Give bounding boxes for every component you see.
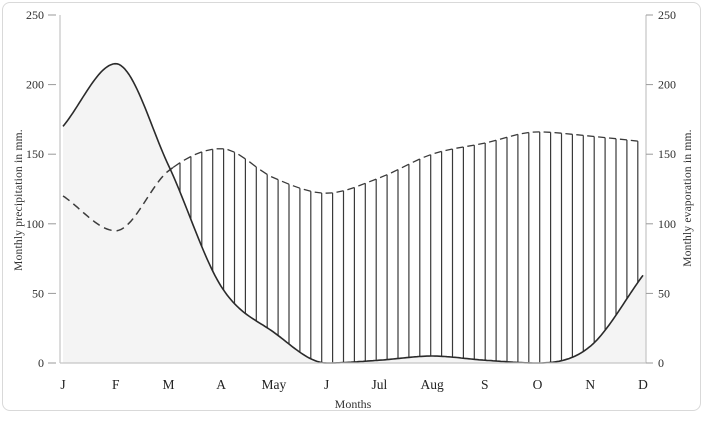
hatch-cap — [347, 186, 355, 191]
hatch-cap — [488, 139, 497, 143]
hatch-cap — [478, 142, 486, 146]
hatch-cap — [270, 176, 279, 181]
y-tick-label-left: 50 — [32, 286, 44, 300]
hatch-cap — [292, 185, 301, 189]
month-label: N — [585, 377, 595, 392]
hatch-cap — [227, 148, 235, 153]
hatch-cap — [368, 178, 377, 183]
y-tick-label-left: 250 — [26, 8, 44, 22]
hatch-cap — [576, 134, 584, 137]
month-label: O — [533, 377, 543, 392]
y-tick-label-right: 200 — [658, 78, 676, 92]
month-label: D — [638, 377, 648, 392]
month-label: F — [112, 377, 120, 392]
hatch-cap — [587, 135, 595, 138]
evaporation-line — [62, 164, 178, 232]
hatch-cap — [390, 169, 399, 174]
hatch-cap — [608, 137, 617, 140]
hatch-cap — [565, 132, 573, 135]
hatch-cap — [401, 163, 410, 169]
y-tick-label-right: 0 — [658, 356, 664, 370]
hatch-cap — [194, 151, 203, 156]
hatch-cap — [281, 180, 290, 185]
hatch-cap — [554, 131, 562, 134]
y-tick-label-left: 100 — [26, 217, 44, 231]
hatch-cap — [172, 162, 181, 169]
month-label: S — [481, 377, 489, 392]
month-label: M — [162, 377, 174, 392]
y-tick-label-left: 0 — [38, 356, 44, 370]
month-label: Jul — [371, 377, 387, 392]
month-label: Aug — [420, 377, 443, 392]
month-label: J — [60, 377, 65, 392]
hatch-cap — [358, 182, 366, 187]
precipitation-area-fill — [63, 63, 646, 363]
hatch-cap — [379, 174, 388, 179]
y-tick-label-right: 250 — [658, 8, 676, 22]
hatch-cap — [336, 190, 344, 193]
hatch-cap — [434, 150, 442, 155]
hatch-cap — [238, 153, 246, 160]
left-axis-title: Monthly precipitation in mm. — [13, 129, 25, 271]
y-tick-label-right: 50 — [658, 286, 670, 300]
hatch-cap — [619, 138, 627, 141]
y-tick-label-right: 150 — [658, 147, 676, 161]
hatch-cap — [412, 158, 421, 163]
hatch-cap — [248, 161, 257, 168]
y-tick-label-left: 150 — [26, 147, 44, 161]
hatch-cap — [499, 136, 508, 140]
y-tick-label-left: 200 — [26, 78, 44, 92]
hatch-cap — [259, 169, 268, 175]
hatch-cap — [423, 154, 431, 158]
month-label: J — [324, 377, 329, 392]
hatch-cap — [445, 148, 453, 152]
hatch-cap — [510, 133, 519, 137]
hatch-cap — [303, 188, 311, 192]
x-axis-title: Months — [334, 397, 372, 411]
right-axis-title: Monthly evaporation in mm. — [682, 129, 694, 267]
month-label: May — [262, 377, 287, 392]
hatch-cap — [467, 144, 475, 147]
hatch-cap — [521, 131, 529, 135]
month-label: A — [216, 377, 226, 392]
hatch-cap — [456, 146, 464, 149]
hatch-cap — [205, 148, 213, 152]
hatch-cap — [314, 191, 322, 194]
hatch-cap — [183, 155, 192, 161]
hatch-cap — [630, 139, 638, 142]
y-tick-label-right: 100 — [658, 217, 676, 231]
hatch-cap — [598, 136, 606, 139]
